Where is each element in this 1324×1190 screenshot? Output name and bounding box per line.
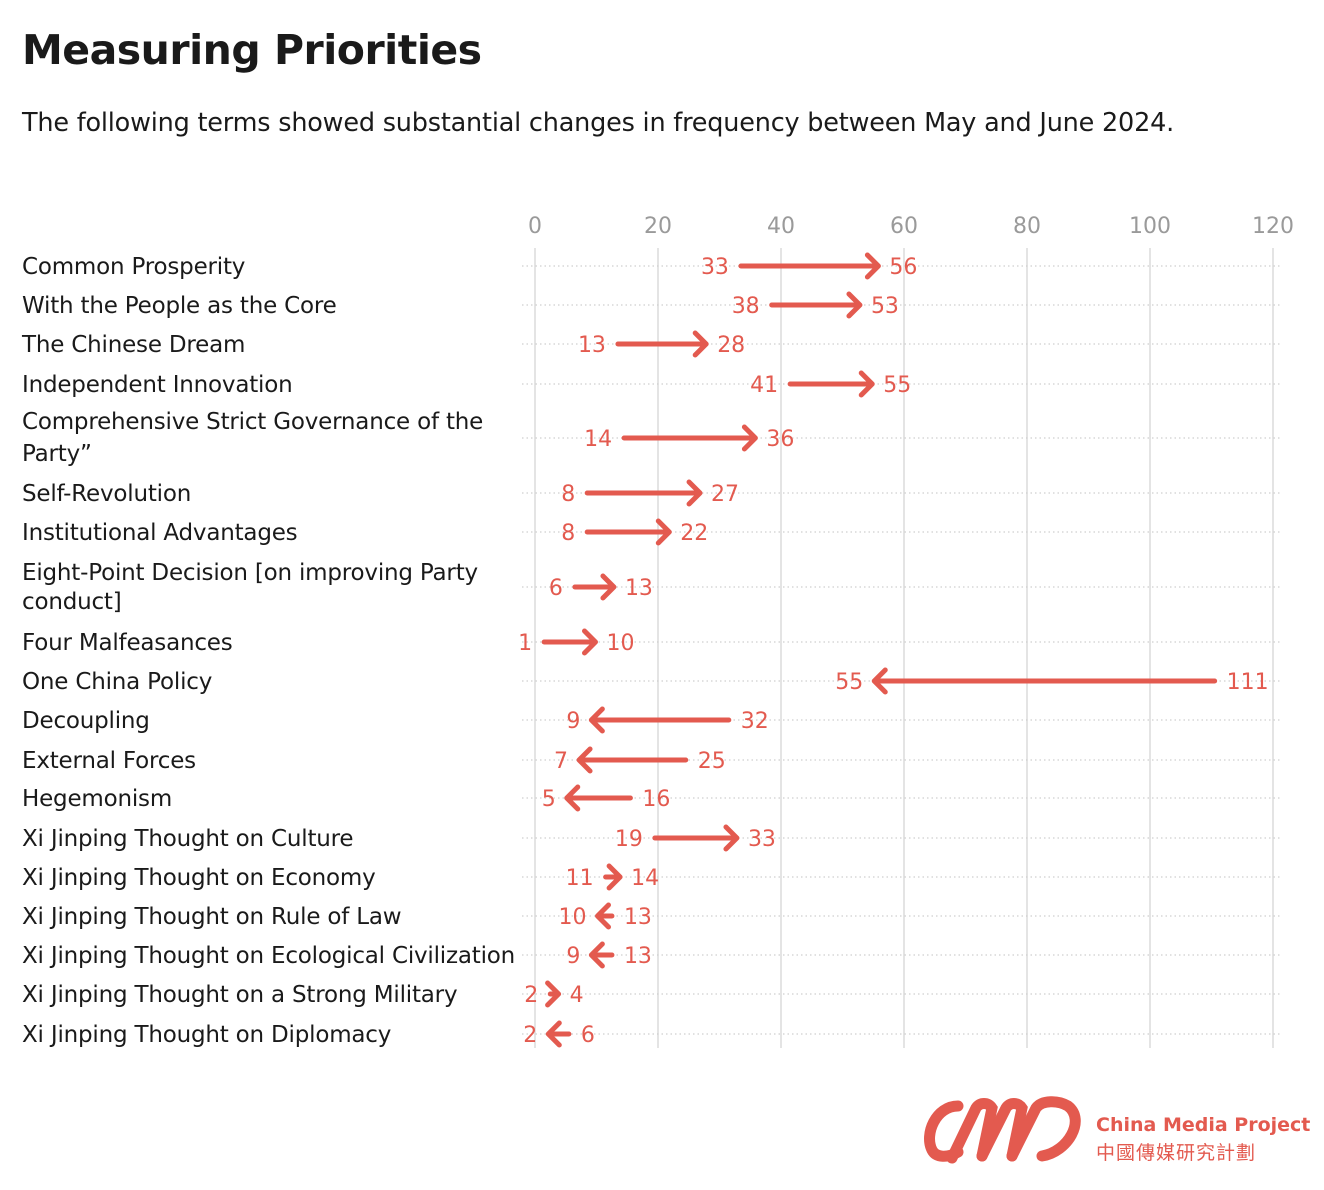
row-label: Xi Jinping Thought on a Strong Military — [22, 982, 457, 1008]
value-label-to: 9 — [566, 944, 580, 969]
row-label: Xi Jinping Thought on Rule of Law — [22, 904, 401, 930]
value-label-from: 14 — [584, 427, 612, 452]
value-label-to: 33 — [748, 827, 776, 852]
value-label-to: 2 — [523, 1023, 537, 1048]
tick-label-40: 40 — [767, 214, 795, 239]
value-label-from: 8 — [561, 482, 575, 507]
value-label-from: 1 — [518, 631, 532, 656]
tick-label-120: 120 — [1252, 214, 1294, 239]
value-label-to: 10 — [559, 905, 587, 930]
row-label: Hegemonism — [22, 786, 172, 812]
brand-name: China Media Project — [1096, 1114, 1311, 1136]
value-label-to: 27 — [711, 482, 739, 507]
chart-subtitle: The following terms showed substantial c… — [22, 108, 1175, 138]
arrow-head — [595, 902, 611, 930]
value-label-to: 13 — [625, 576, 653, 601]
arrow-head — [582, 628, 598, 656]
arrow-head — [741, 424, 758, 452]
row-label: Common Prosperity — [22, 254, 245, 280]
row-label: Eight-Point Decision [on improving Party… — [22, 560, 478, 615]
value-label-to: 14 — [631, 866, 659, 891]
row-label: The Chinese Dream — [21, 332, 245, 358]
row-label: One China Policy — [22, 669, 212, 695]
value-label-to: 5 — [542, 787, 556, 812]
row-label: Xi Jinping Thought on Economy — [22, 865, 376, 891]
value-label-from: 16 — [642, 787, 670, 812]
arrow-head — [545, 1020, 562, 1048]
tick-label-60: 60 — [890, 214, 918, 239]
arrow-head — [846, 291, 863, 319]
value-label-from: 8 — [561, 521, 575, 546]
arrow-head — [871, 667, 888, 695]
brand-name-zh: 中國傳媒研究計劃 — [1096, 1142, 1257, 1164]
row-label: Four Malfeasances — [22, 630, 233, 656]
value-label-to: 22 — [680, 521, 708, 546]
value-label-from: 13 — [624, 944, 652, 969]
row-label: Institutional Advantages — [22, 520, 297, 546]
row-label: Xi Jinping Thought on Culture — [22, 826, 353, 852]
arrow-head — [588, 706, 605, 734]
value-label-from: 6 — [581, 1023, 595, 1048]
value-label-to: 55 — [835, 670, 863, 695]
arrow-head — [588, 941, 605, 969]
tick-label-20: 20 — [644, 214, 672, 239]
row-label: With the People as the Core — [22, 293, 337, 319]
cmp-logo-icon — [924, 1096, 1081, 1164]
value-label-to: 53 — [871, 294, 899, 319]
tick-label-100: 100 — [1129, 214, 1171, 239]
value-label-from: 6 — [549, 576, 563, 601]
value-label-to: 9 — [566, 709, 580, 734]
row-label: Comprehensive Strict Governance of the Pa… — [22, 409, 483, 467]
value-label-from: 38 — [732, 294, 760, 319]
chart-title: Measuring Priorities — [22, 26, 482, 74]
arrow-head — [858, 370, 875, 398]
row-label: Independent Innovation — [22, 372, 292, 398]
value-label-from: 11 — [566, 866, 594, 891]
arrow-head — [864, 252, 881, 280]
arrow-head — [600, 573, 617, 601]
value-label-from: 25 — [698, 749, 726, 774]
row-label: Decoupling — [22, 708, 150, 734]
row-label: Xi Jinping Thought on Diplomacy — [22, 1022, 391, 1048]
value-label-to: 56 — [889, 255, 917, 280]
value-label-to: 36 — [766, 427, 794, 452]
value-label-from: 13 — [624, 905, 652, 930]
value-label-from: 111 — [1227, 670, 1269, 695]
arrow-head — [692, 330, 709, 358]
value-label-from: 33 — [701, 255, 729, 280]
value-label-to: 28 — [717, 333, 745, 358]
value-label-from: 2 — [524, 983, 538, 1008]
value-label-from: 32 — [741, 709, 769, 734]
row-label: Xi Jinping Thought on Ecological Civiliz… — [22, 943, 515, 969]
value-label-to: 4 — [570, 983, 584, 1008]
arrow-head — [723, 824, 740, 852]
arrow-head — [686, 479, 703, 507]
value-label-to: 10 — [607, 631, 635, 656]
row-label: External Forces — [22, 748, 196, 774]
tick-label-80: 80 — [1013, 214, 1041, 239]
arrow-head — [576, 746, 593, 774]
value-label-from: 13 — [578, 333, 606, 358]
arrow-head — [564, 784, 581, 812]
value-label-to: 7 — [554, 749, 568, 774]
arrow-head — [545, 980, 562, 1008]
arrow-head — [606, 863, 623, 891]
arrow-head — [655, 518, 672, 546]
row-label: Self-Revolution — [22, 481, 191, 507]
value-label-from: 19 — [615, 827, 643, 852]
value-label-to: 55 — [883, 373, 911, 398]
value-label-from: 41 — [750, 373, 778, 398]
tick-label-0: 0 — [528, 214, 542, 239]
